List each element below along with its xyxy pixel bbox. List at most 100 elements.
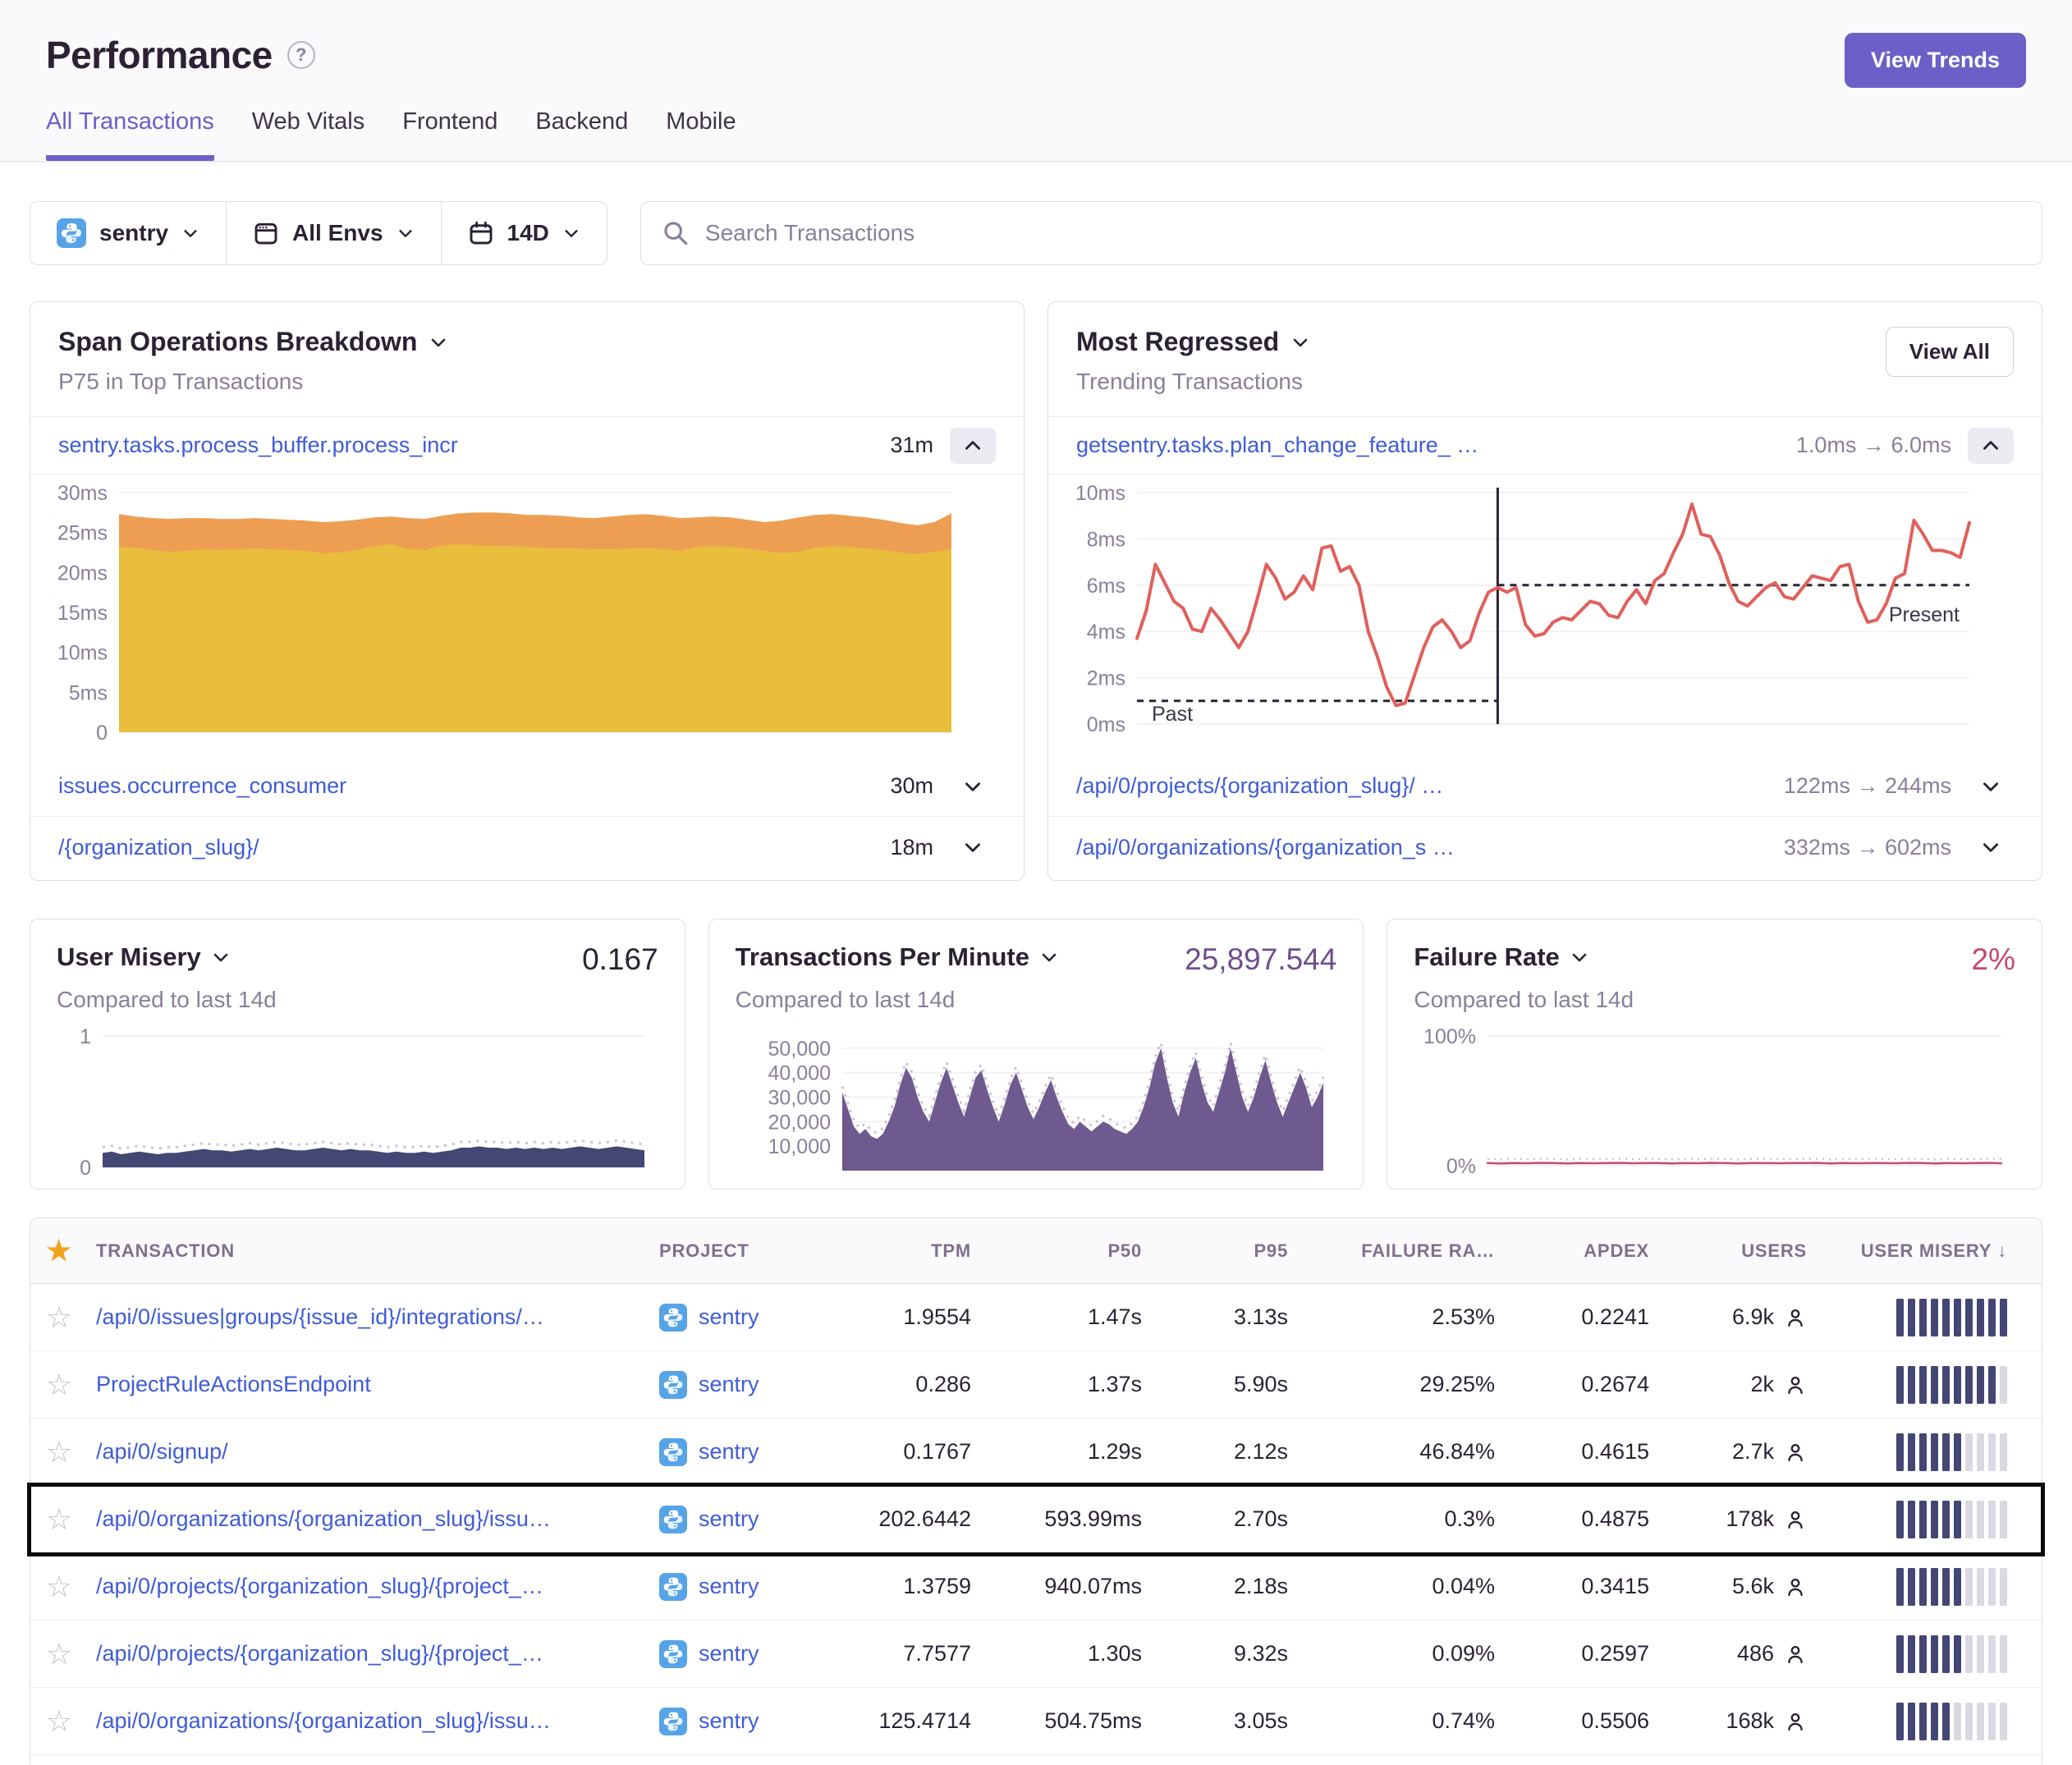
star-outline-icon[interactable]: ☆ [45,1367,73,1401]
project-link[interactable]: sentry [699,1304,759,1329]
column-header-failure-rate[interactable]: FAILURE RA… [1361,1240,1495,1261]
star-toggle[interactable]: ☆ [30,1501,88,1536]
chevron-down-icon[interactable] [1290,332,1310,352]
help-icon[interactable]: ? [287,41,315,69]
tpm-cell: 1.3759 [903,1574,971,1598]
star-outline-icon[interactable]: ☆ [45,1300,73,1334]
view-trends-button[interactable]: View Trends [1844,33,2026,88]
expand-row-button[interactable] [1968,829,2014,865]
apdex-cell: 0.3415 [1581,1574,1649,1598]
project-link[interactable]: sentry [699,1574,759,1598]
apdex-cell: 0.2674 [1581,1372,1649,1396]
expand-row-button[interactable] [950,829,996,865]
star-toggle[interactable]: ☆ [30,1300,88,1334]
python-project-icon [659,1640,687,1668]
expand-row-button[interactable] [1968,768,2014,805]
widget-subtitle: Compared to last 14d [735,987,956,1012]
svg-text:25ms: 25ms [57,522,108,545]
project-link[interactable]: sentry [699,1641,759,1666]
svg-text:15ms: 15ms [57,602,108,625]
transaction-link[interactable]: /api/0/signup/ [96,1439,228,1464]
users-cell: 6.9k [1657,1304,1815,1330]
collapse-row-button[interactable] [1968,427,2014,464]
column-header-apdex[interactable]: APDEX [1584,1240,1649,1261]
widget-subtitle: Compared to last 14d [57,987,277,1012]
star-outline-icon[interactable]: ☆ [45,1434,73,1469]
user-icon [1784,1710,1807,1733]
environment-selector[interactable]: All Envs [226,202,440,264]
star-toggle[interactable]: ☆ [30,1703,88,1738]
tab-mobile[interactable]: Mobile [666,108,736,135]
tab-backend[interactable]: Backend [535,108,629,135]
chevron-down-icon[interactable] [429,332,448,352]
regressed-transaction-link[interactable]: getsentry.tasks.plan_change_feature_ … [1076,433,1479,457]
search-input[interactable] [639,201,2042,265]
users-count: 6.9k [1731,1304,1774,1329]
tpm-cell: 202.6442 [878,1506,971,1531]
span-op-link[interactable]: issues.occurrence_consumer [58,773,347,798]
project-cell: sentry [651,1506,833,1533]
p95-cell: 2.18s [1233,1574,1288,1598]
transaction-link[interactable]: /api/0/projects/{organization_slug}/{pro… [96,1574,543,1598]
transaction-link[interactable]: /api/0/organizations/{organization_slug}… [96,1506,551,1531]
star-toggle[interactable]: ☆ [30,1639,88,1669]
chevron-down-icon[interactable] [1570,947,1589,967]
user-icon [1784,1643,1807,1666]
tab-all-transactions[interactable]: All Transactions [46,108,214,161]
regressed-transaction-link[interactable]: /api/0/projects/{organization_slug}/ … [1076,773,1444,798]
project-link[interactable]: sentry [699,1506,759,1531]
star-toggle[interactable]: ☆ [30,1569,88,1603]
collapse-row-button[interactable] [950,427,996,464]
chevron-down-icon[interactable] [211,947,231,967]
transaction-cell: /api/0/projects/{organization_slug}/{pro… [88,1574,651,1599]
column-header-p95[interactable]: P95 [1254,1240,1288,1261]
transaction-cell: /api/0/organizations/{organization_slug}… [88,1708,651,1734]
p50-cell: 504.75ms [1044,1708,1142,1733]
column-header-p50[interactable]: P50 [1107,1240,1142,1261]
column-header-project[interactable]: PROJECT [659,1240,749,1261]
span-op-link[interactable]: sentry.tasks.process_buffer.process_incr [58,433,458,457]
svg-text:20ms: 20ms [57,562,108,585]
users-count: 2k [1750,1372,1774,1396]
project-link[interactable]: sentry [699,1439,759,1464]
span-op-link[interactable]: /{organization_slug}/ [58,834,259,860]
star-outline-icon[interactable]: ☆ [45,1501,73,1536]
star-toggle[interactable]: ☆ [30,1367,88,1401]
expand-row-button[interactable] [950,768,996,805]
date-range-selector[interactable]: 14D [440,202,607,264]
project-selector[interactable]: sentry [30,202,226,264]
column-header-user-misery[interactable]: USER MISERY ↓ [1860,1240,2007,1261]
column-header-transaction[interactable]: TRANSACTION [96,1240,235,1261]
transaction-link[interactable]: /api/0/projects/{organization_slug}/{pro… [96,1641,543,1666]
project-link[interactable]: sentry [699,1372,759,1396]
starred-column-icon[interactable]: ★ [46,1235,72,1267]
tab-web-vitals[interactable]: Web Vitals [251,108,365,135]
transaction-link[interactable]: /api/0/organizations/{organization_slug}… [96,1708,551,1733]
user-misery-bars [1896,1500,2007,1538]
transaction-link[interactable]: /api/0/issues|groups/{issue_id}/integrat… [96,1304,544,1329]
column-header-tpm[interactable]: TPM [931,1240,971,1261]
regressed-transaction-link[interactable]: /api/0/organizations/{organization_s … [1076,834,1455,860]
environment-icon [253,220,279,246]
python-project-icon [57,218,86,248]
project-link[interactable]: sentry [699,1708,759,1733]
star-outline-icon[interactable]: ☆ [45,1703,73,1738]
user-misery-bars [1896,1298,2007,1336]
star-toggle[interactable]: ☆ [30,1437,88,1467]
p95-cell: 5.90s [1233,1372,1288,1396]
users-cell: 5.6k [1657,1574,1815,1599]
transaction-link[interactable]: ProjectRuleActionsEndpoint [96,1372,371,1396]
tab-frontend[interactable]: Frontend [402,108,498,135]
most-regressed-title: Most Regressed [1076,327,1280,356]
view-all-button[interactable]: View All [1885,327,2014,377]
page-filters: sentry All Envs 14D [30,201,607,265]
tpm-cell: 0.286 [915,1372,971,1396]
chevron-down-icon[interactable] [1039,947,1059,967]
users-cell: 2.7k [1657,1439,1815,1465]
failure-rate-cell: 0.3% [1444,1506,1495,1531]
column-header-users[interactable]: USERS [1741,1240,1807,1261]
svg-text:40,000: 40,000 [768,1062,830,1085]
star-outline-icon[interactable]: ☆ [45,1569,73,1603]
star-outline-icon[interactable]: ☆ [45,1636,73,1671]
